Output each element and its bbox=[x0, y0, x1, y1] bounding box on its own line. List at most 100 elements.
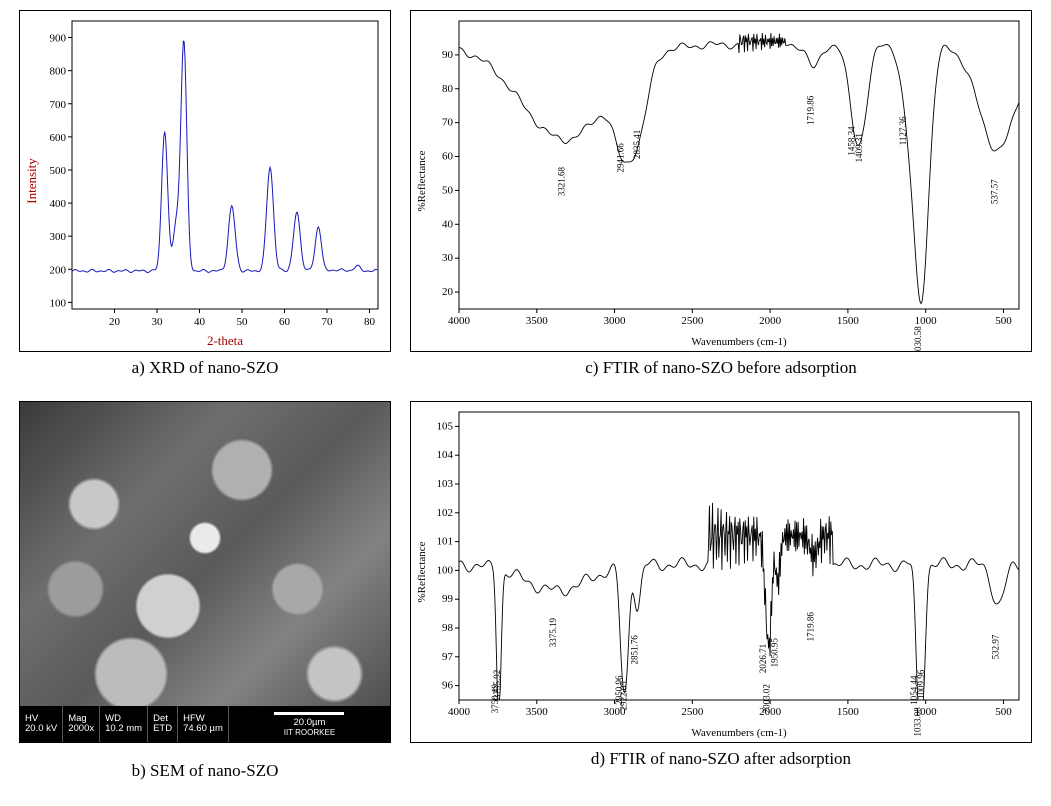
svg-text:537.57: 537.57 bbox=[990, 179, 1000, 204]
svg-text:800: 800 bbox=[50, 66, 67, 78]
sem-mag: Mag2000x bbox=[63, 706, 100, 742]
svg-text:1719.86: 1719.86 bbox=[806, 612, 816, 642]
sem-scale: 20.0µm IIT ROORKEE bbox=[229, 706, 390, 742]
svg-text:532.97: 532.97 bbox=[990, 634, 1000, 659]
svg-text:60: 60 bbox=[442, 151, 454, 163]
svg-text:1409.31: 1409.31 bbox=[854, 133, 864, 162]
caption-b: b) SEM of nano-SZO bbox=[132, 761, 279, 781]
svg-text:Intensity: Intensity bbox=[24, 158, 39, 204]
sem-det: DetETD bbox=[148, 706, 178, 742]
svg-text:%Reflectance: %Reflectance bbox=[416, 541, 428, 602]
svg-text:90: 90 bbox=[442, 49, 454, 61]
svg-text:1033.08: 1033.08 bbox=[913, 707, 923, 737]
sem-hfw: HFW74.60 µm bbox=[178, 706, 229, 742]
svg-text:20: 20 bbox=[442, 286, 454, 298]
caption-c: c) FTIR of nano-SZO before adsorption bbox=[585, 358, 856, 378]
svg-text:200: 200 bbox=[50, 264, 67, 276]
svg-text:700: 700 bbox=[50, 99, 67, 111]
svg-text:2851.76: 2851.76 bbox=[630, 635, 640, 665]
svg-text:60: 60 bbox=[279, 316, 291, 328]
svg-text:96: 96 bbox=[442, 680, 454, 692]
svg-text:105: 105 bbox=[437, 420, 454, 432]
panel-a: 100 200 300 400 500 600 700 800 900 20 30 40 50 60 70 8… bbox=[10, 10, 400, 395]
svg-text:2500: 2500 bbox=[681, 315, 704, 327]
svg-text:3321.68: 3321.68 bbox=[557, 166, 567, 196]
svg-text:3500: 3500 bbox=[526, 315, 549, 327]
svg-text:70: 70 bbox=[442, 117, 454, 129]
svg-text:1000: 1000 bbox=[915, 315, 938, 327]
svg-text:1127.36: 1127.36 bbox=[898, 116, 908, 145]
svg-text:2941.66: 2941.66 bbox=[616, 143, 626, 173]
svg-text:3735.92: 3735.92 bbox=[492, 670, 502, 699]
svg-text:3500: 3500 bbox=[526, 706, 549, 718]
svg-text:101: 101 bbox=[437, 536, 454, 548]
svg-text:Wavenumbers (cm-1): Wavenumbers (cm-1) bbox=[691, 727, 787, 739]
svg-text:900: 900 bbox=[50, 33, 67, 45]
svg-text:50: 50 bbox=[442, 184, 454, 196]
svg-text:102: 102 bbox=[437, 507, 454, 519]
svg-text:100: 100 bbox=[50, 297, 67, 309]
sem-hv: HV20.0 kV bbox=[20, 706, 63, 742]
sem-mag-value: 2000x bbox=[68, 724, 94, 734]
caption-a: a) XRD of nano-SZO bbox=[132, 358, 279, 378]
svg-text:4000: 4000 bbox=[448, 706, 471, 718]
xrd-chart: 100 200 300 400 500 600 700 800 900 20 30 40 50 60 70 8… bbox=[19, 10, 391, 352]
svg-text:1030.58: 1030.58 bbox=[913, 326, 923, 352]
svg-text:4000: 4000 bbox=[448, 315, 471, 327]
svg-text:300: 300 bbox=[50, 231, 67, 243]
svg-text:70: 70 bbox=[322, 316, 334, 328]
svg-text:2026.71: 2026.71 bbox=[758, 644, 768, 673]
sem-info-bar: HV20.0 kV Mag2000x WD10.2 mm DetETD HFW7… bbox=[20, 706, 390, 742]
sem-scale-label: 20.0µm bbox=[294, 717, 326, 728]
ftir-before-chart: 20 30 40 50 60 70 80 90 4000 3500 3000 2500 2000 1500… bbox=[410, 10, 1032, 352]
svg-text:80: 80 bbox=[442, 83, 454, 95]
sem-institution: IIT ROORKEE bbox=[284, 728, 335, 737]
svg-text:2835.41: 2835.41 bbox=[632, 130, 642, 159]
svg-text:30: 30 bbox=[152, 316, 164, 328]
svg-text:3375.19: 3375.19 bbox=[548, 617, 558, 647]
panel-c: 20 30 40 50 60 70 80 90 4000 3500 3000 2500 2000 1500… bbox=[406, 10, 1036, 395]
svg-text:97: 97 bbox=[442, 651, 454, 663]
svg-text:2500: 2500 bbox=[681, 706, 704, 718]
ftir-after-chart: 9697989910010110210310410540003500300025… bbox=[410, 401, 1032, 743]
svg-text:600: 600 bbox=[50, 132, 67, 144]
svg-text:104: 104 bbox=[437, 449, 454, 461]
svg-text:103: 103 bbox=[437, 478, 454, 490]
svg-text:400: 400 bbox=[50, 198, 67, 210]
svg-text:500: 500 bbox=[995, 315, 1012, 327]
svg-text:Wavenumbers (cm-1): Wavenumbers (cm-1) bbox=[691, 336, 787, 348]
sem-image: HV20.0 kV Mag2000x WD10.2 mm DetETD HFW7… bbox=[19, 401, 391, 743]
panel-d: 9697989910010110210310410540003500300025… bbox=[406, 401, 1036, 796]
svg-text:2003.02: 2003.02 bbox=[762, 684, 772, 713]
svg-text:98: 98 bbox=[442, 622, 454, 634]
svg-text:20: 20 bbox=[109, 316, 121, 328]
sem-wd-value: 10.2 mm bbox=[105, 724, 142, 734]
svg-text:3000: 3000 bbox=[604, 315, 627, 327]
svg-text:2-theta: 2-theta bbox=[207, 333, 243, 348]
sem-wd: WD10.2 mm bbox=[100, 706, 148, 742]
svg-text:30: 30 bbox=[442, 252, 454, 264]
svg-text:2000: 2000 bbox=[759, 315, 782, 327]
sem-hfw-value: 74.60 µm bbox=[183, 724, 223, 734]
svg-text:1500: 1500 bbox=[837, 706, 860, 718]
svg-text:1500: 1500 bbox=[837, 315, 860, 327]
svg-text:1009.96: 1009.96 bbox=[916, 669, 926, 699]
svg-text:80: 80 bbox=[364, 316, 376, 328]
sem-det-value: ETD bbox=[153, 724, 172, 734]
figure-grid: 100 200 300 400 500 600 700 800 900 20 30 40 50 60 70 8… bbox=[10, 10, 1041, 796]
caption-d: d) FTIR of nano-SZO after adsorption bbox=[591, 749, 851, 769]
svg-text:2922.85: 2922.85 bbox=[619, 681, 629, 711]
panel-b: HV20.0 kV Mag2000x WD10.2 mm DetETD HFW7… bbox=[10, 401, 400, 796]
svg-text:%Reflectance: %Reflectance bbox=[416, 150, 428, 211]
sem-scale-bar bbox=[274, 712, 344, 715]
svg-text:1950.95: 1950.95 bbox=[770, 638, 780, 668]
svg-text:500: 500 bbox=[50, 165, 67, 177]
svg-text:50: 50 bbox=[237, 316, 249, 328]
svg-text:40: 40 bbox=[442, 218, 454, 230]
svg-text:500: 500 bbox=[995, 706, 1012, 718]
svg-text:1719.86: 1719.86 bbox=[806, 95, 816, 125]
svg-text:99: 99 bbox=[442, 593, 454, 605]
svg-text:40: 40 bbox=[194, 316, 206, 328]
sem-hv-value: 20.0 kV bbox=[25, 724, 57, 734]
svg-text:100: 100 bbox=[437, 564, 454, 576]
